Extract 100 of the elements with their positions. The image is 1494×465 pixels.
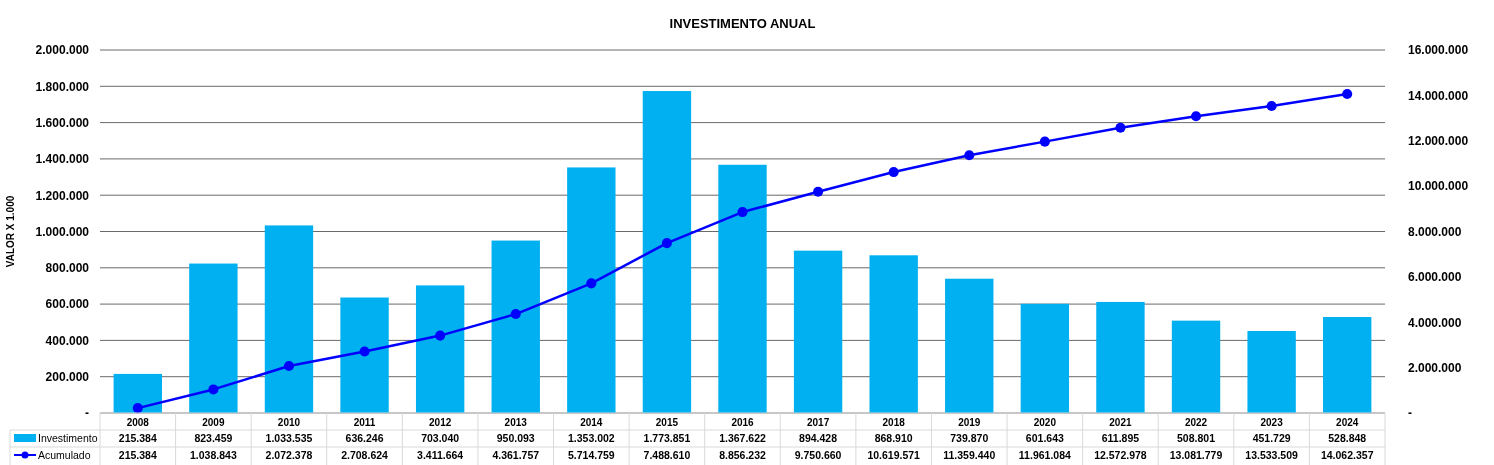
x-tick-label: 2018 [882,417,906,428]
data-label: 2.072.378 [265,449,313,461]
y-axis-title: VALOR X 1.000 [5,195,16,268]
y2-tick-label: 12.000.000 [1408,134,1469,149]
bar [415,285,465,413]
bar [869,255,918,413]
x-tick-label: 2021 [1109,417,1132,428]
bar [718,164,767,413]
bar [1171,320,1221,413]
bar [642,91,692,413]
y2-tick-label: 4.000.000 [1408,315,1462,330]
y-tick-label: 1.400.000 [35,152,90,167]
x-tick-label: 2022 [1184,417,1208,428]
bar [1323,317,1372,413]
bar [793,250,843,413]
point [813,186,824,197]
y2-tick-label: 8.000.000 [1408,224,1462,239]
data-label: 3.411.664 [417,449,464,461]
y-tick-label: 1.800.000 [35,79,90,94]
data-label: 11.359.440 [943,449,996,461]
y-tick-label: - [85,406,89,421]
point [1115,122,1126,133]
x-tick-label: 2011 [353,417,376,428]
point [1039,136,1050,147]
y2-tick-label: 10.000.000 [1408,179,1469,194]
legend-label: Investimento [38,432,98,444]
point [661,238,672,249]
point [1342,88,1353,99]
x-tick-label: 2020 [1033,417,1057,428]
data-label: 4.361.757 [492,449,540,461]
point [1190,111,1202,122]
data-label: 451.729 [1252,432,1291,444]
y-tick-label: 200.000 [45,370,90,385]
data-label: 10.619.571 [867,449,921,461]
data-label: 7.488.610 [643,449,691,461]
data-label: 894.428 [799,432,838,444]
y2-tick-label: 6.000.000 [1408,270,1462,285]
bar [264,225,314,413]
y-tick-label: 1.600.000 [35,115,90,130]
x-tick-label: 2012 [429,417,452,428]
point [964,150,975,161]
data-label: 215.384 [118,432,157,444]
x-tick-label: 2009 [202,417,225,428]
bar [1096,301,1145,413]
point [510,309,521,320]
data-label: 508.801 [1177,432,1216,444]
legend-label: Acumulado [38,449,91,461]
data-label: 14.062.357 [1320,449,1374,461]
chart-title: INVESTIMENTO ANUAL [669,16,816,31]
data-label: 601.643 [1025,432,1064,444]
data-label: 5.714.759 [567,449,615,461]
y-tick-label: 1.200.000 [35,188,90,203]
x-tick-label: 2019 [958,417,981,428]
y-tick-label: 600.000 [45,297,90,312]
bar [113,373,162,413]
x-tick-label: 2024 [1336,417,1359,428]
y-tick-label: 400.000 [45,333,90,348]
data-label: 703.040 [421,432,460,444]
data-label: 528.848 [1328,432,1367,444]
point [435,330,446,341]
bar [567,167,616,413]
point [132,403,143,414]
data-label: 950.093 [496,432,535,444]
data-label: 739.870 [950,432,989,444]
data-label: 9.750.660 [794,449,842,461]
point [888,167,899,178]
bar [340,297,389,413]
data-label: 215.384 [118,449,157,461]
data-label: 868.910 [874,432,913,444]
point [283,360,295,372]
x-tick-label: 2008 [126,417,150,428]
y2-tick-label: 16.000.000 [1408,43,1469,58]
data-label: 13.533.509 [1245,449,1299,461]
data-label: 1.367.622 [719,432,767,444]
data-label: 8.856.232 [719,449,767,461]
point [1266,100,1277,111]
x-tick-label: 2014 [580,417,603,428]
point [586,278,597,289]
y-tick-label: 1.000.000 [35,224,90,239]
bar [1020,303,1070,413]
data-label: 11.961.084 [1018,449,1071,461]
data-label: 611.895 [1101,432,1140,444]
point [359,346,370,357]
data-label: 1.038.843 [190,449,237,461]
bar [945,278,994,413]
data-label: 823.459 [194,432,233,444]
y-tick-label: 800.000 [45,261,90,276]
data-label: 13.081.779 [1169,449,1223,461]
x-tick-label: 2017 [806,417,830,428]
x-tick-label: 2023 [1260,417,1284,428]
bar [1247,331,1296,413]
y2-tick-label: 14.000.000 [1408,88,1469,103]
data-label: 2.708.624 [341,449,389,461]
x-tick-label: 2010 [277,417,301,428]
point [208,384,219,395]
data-label: 1.033.535 [265,432,313,444]
y2-tick-label: 2.000.000 [1408,360,1462,375]
point [737,207,748,218]
x-tick-label: 2016 [731,417,755,428]
y2-tick-label: - [1408,406,1412,421]
